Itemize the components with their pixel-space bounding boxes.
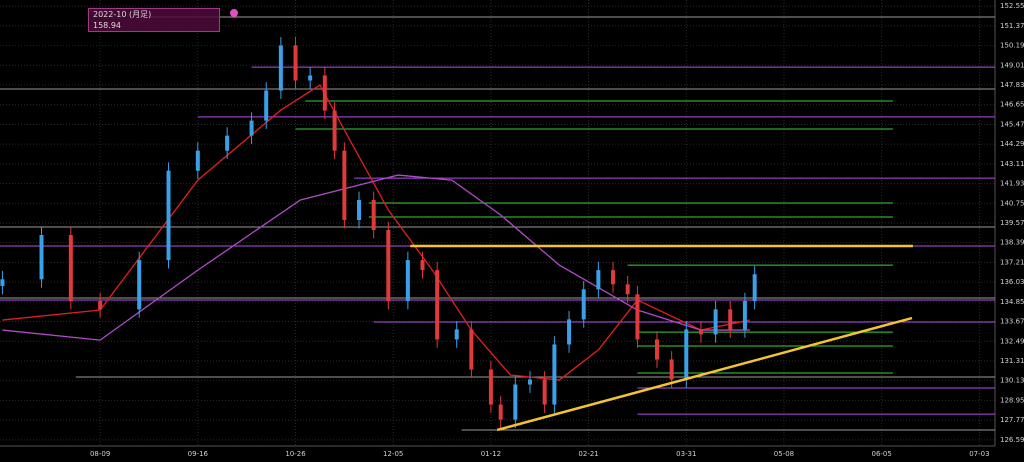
x-tick-label: 12-05 xyxy=(383,450,403,458)
y-tick-label: 137.21 xyxy=(1000,258,1024,266)
candle-body xyxy=(498,404,503,420)
candle-body xyxy=(596,270,601,290)
y-tick-label: 136.03 xyxy=(1000,278,1024,286)
candle-body xyxy=(386,230,391,302)
candle-body xyxy=(728,309,733,330)
x-tick-label: 03-31 xyxy=(676,450,696,458)
candle-body xyxy=(654,339,659,360)
moving-average xyxy=(2,84,750,381)
y-tick-label: 133.67 xyxy=(1000,318,1024,326)
candle-body xyxy=(527,379,532,385)
candle-body xyxy=(542,379,547,405)
candle-body xyxy=(322,75,327,111)
y-tick-label: 143.11 xyxy=(1000,160,1024,168)
y-tick-label: 139.57 xyxy=(1000,219,1024,227)
candle-body xyxy=(249,120,254,136)
trendline xyxy=(496,316,913,432)
x-tick-label: 06-05 xyxy=(872,450,892,458)
y-tick-label: 128.95 xyxy=(1000,396,1024,404)
y-tick-label: 145.47 xyxy=(1000,120,1024,128)
candle-body xyxy=(635,294,640,340)
tooltip-period: 2022-10 (月足) xyxy=(93,10,152,19)
y-tick-label: 147.83 xyxy=(1000,81,1024,89)
y-tick-label: 134.85 xyxy=(1000,298,1024,306)
candle-body xyxy=(371,199,376,231)
candle-body xyxy=(308,75,313,81)
candle-body xyxy=(166,170,171,261)
candle-body xyxy=(0,279,5,286)
candle-body xyxy=(488,369,493,405)
x-tick-label: 02-21 xyxy=(578,450,598,458)
candle-body xyxy=(552,344,557,405)
candle-body xyxy=(513,384,518,420)
x-tick-label: 09-16 xyxy=(188,450,209,458)
x-tick-label: 10-26 xyxy=(285,450,306,458)
y-tick-label: 140.75 xyxy=(1000,199,1024,207)
candle-body xyxy=(68,235,73,302)
y-tick-label: 141.93 xyxy=(1000,180,1024,188)
y-tick-label: 150.19 xyxy=(1000,42,1024,50)
x-tick-label: 01-12 xyxy=(481,450,501,458)
y-tick-label: 151.37 xyxy=(1000,22,1024,30)
x-tick-label: 05-08 xyxy=(774,450,794,458)
candle-body xyxy=(225,135,230,151)
pin-icon xyxy=(230,9,238,17)
x-tick-label: 07-03 xyxy=(969,450,989,458)
y-tick-label: 152.55 xyxy=(1000,2,1024,10)
y-tick-label: 132.49 xyxy=(1000,337,1024,345)
x-tick-label: 08-09 xyxy=(90,450,110,458)
candle-body xyxy=(137,260,142,310)
y-tick-label: 138.39 xyxy=(1000,239,1024,247)
candle-body xyxy=(278,45,283,91)
candle-body xyxy=(195,150,200,171)
y-tick-label: 131.31 xyxy=(1000,357,1024,365)
y-tick-label: 146.65 xyxy=(1000,101,1024,109)
candle-body xyxy=(264,90,269,121)
candle-body xyxy=(669,359,674,380)
candle-body xyxy=(342,150,347,220)
candle-body xyxy=(454,329,459,340)
y-tick-label: 127.77 xyxy=(1000,416,1024,424)
candle-body xyxy=(625,284,630,295)
candle-body xyxy=(469,329,474,370)
candle-body xyxy=(713,309,718,335)
candle-body xyxy=(98,301,103,310)
candle-body xyxy=(611,270,616,285)
candle-body xyxy=(420,260,425,271)
tooltip-price: 158.94 xyxy=(93,21,121,30)
tooltip: 2022-10 (月足) 158.94 xyxy=(88,8,220,32)
candle-body xyxy=(742,301,747,330)
y-tick-label: 126.59 xyxy=(1000,436,1024,444)
candle-body xyxy=(405,260,410,302)
candle-body xyxy=(684,329,689,380)
y-tick-label: 130.13 xyxy=(1000,377,1024,385)
candle-body xyxy=(581,289,586,320)
candle-body xyxy=(39,235,44,280)
candle-body xyxy=(435,270,440,340)
moving-average xyxy=(2,174,750,341)
y-tick-label: 144.29 xyxy=(1000,140,1024,148)
candle-body xyxy=(357,199,362,220)
candle-body xyxy=(752,274,757,302)
candle-body xyxy=(293,45,298,81)
candle-body xyxy=(567,319,572,345)
candle-body xyxy=(332,110,337,151)
y-tick-label: 149.01 xyxy=(1000,61,1024,69)
candle-body xyxy=(698,329,703,335)
